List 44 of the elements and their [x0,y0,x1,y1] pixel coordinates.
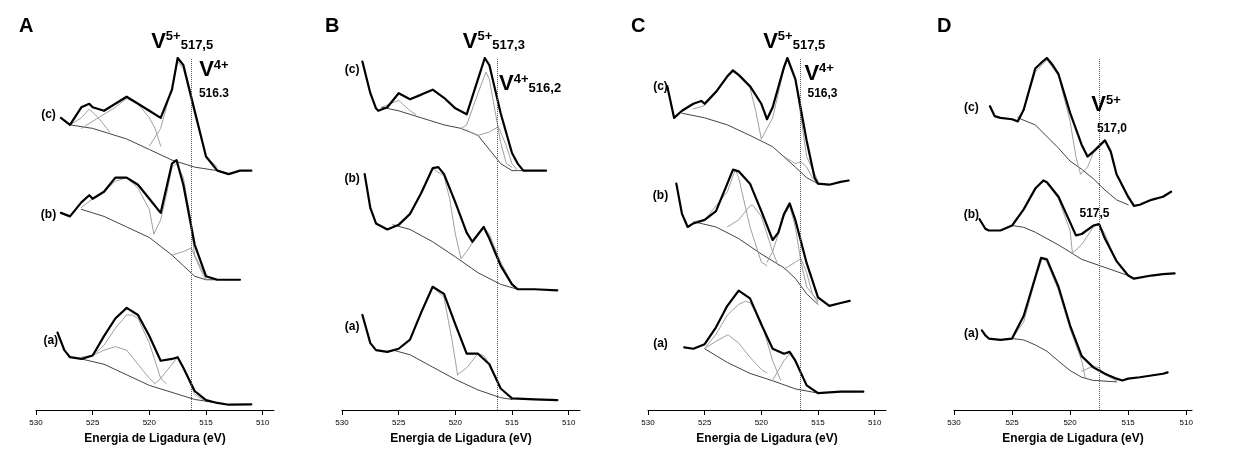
x-tick-label: 510 [561,417,576,427]
chart-title: D [937,14,952,36]
x-tick-label: 530 [29,417,44,427]
x-axis-title: Energia de Ligadura (eV) [84,431,226,445]
chart-title: C [631,14,646,36]
annotation: (c) [41,107,56,122]
x-tick-label: 525 [697,417,712,427]
chart-title: A [19,14,34,36]
x-tick-label: 525 [1005,417,1020,427]
annotation: (c) [344,61,360,76]
x-tick-label: 515 [1121,417,1136,427]
x-tick-label: 530 [335,417,350,427]
annotation: 517,0 [1096,121,1128,136]
x-axis-title: Energia de Ligadura (eV) [1002,431,1144,445]
annotation: 516,3 [807,86,838,101]
chart-title: B [325,14,340,36]
x-tick-label: 510 [1179,417,1194,427]
annotation: (a) [964,325,979,340]
annotation: (a) [344,318,360,333]
x-tick-label: 530 [947,417,962,427]
x-tick-label: 520 [1063,417,1078,427]
annotation: (b) [40,206,57,221]
x-tick-label: 515 [505,417,520,427]
x-tick-label: 520 [142,417,157,427]
annotation: (c) [653,79,668,94]
annotation: 516.3 [198,86,230,101]
annotation: (a) [43,332,59,347]
x-tick-label: 520 [754,417,769,427]
annotation: (a) [653,336,668,351]
x-tick-label: 525 [391,417,406,427]
x-tick-label: 515 [199,417,214,427]
x-axis-title: Energia de Ligadura (eV) [696,431,838,445]
annotation: 517,5 [1079,205,1110,220]
annotation: (b) [963,207,980,222]
x-tick-label: 510 [867,417,882,427]
x-tick-label: 515 [811,417,826,427]
x-axis-title: Energia de Ligadura (eV) [390,431,532,445]
x-tick-label: 520 [448,417,463,427]
x-tick-label: 525 [85,417,100,427]
x-tick-label: 530 [641,417,656,427]
x-tick-label: 510 [255,417,270,427]
annotation: (c) [964,100,979,115]
annotation: (b) [652,188,669,203]
annotation: (b) [344,170,360,185]
